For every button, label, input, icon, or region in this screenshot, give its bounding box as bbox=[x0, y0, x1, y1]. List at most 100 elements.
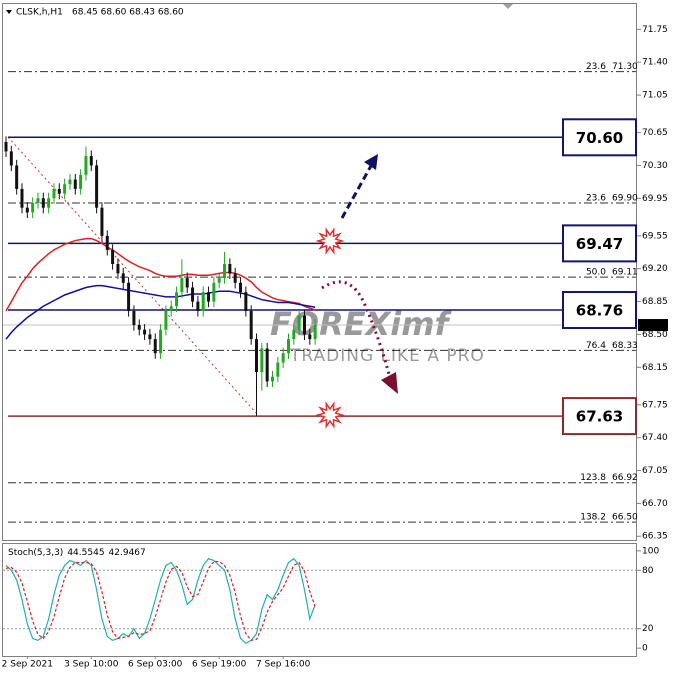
candle-body bbox=[239, 282, 243, 293]
y-tick-label: 67.05 bbox=[642, 466, 668, 476]
y-tick-label: 68.85 bbox=[642, 297, 668, 307]
candle-body bbox=[244, 292, 248, 311]
header-values: 68.45 68.60 68.43 68.60 bbox=[72, 8, 184, 18]
candle-body bbox=[73, 179, 77, 189]
candle-body bbox=[249, 310, 253, 340]
stoch-line bbox=[5, 557, 316, 645]
fib-ratio: 50.0 bbox=[586, 268, 606, 278]
current-price-label: 68.60 bbox=[641, 321, 667, 331]
y-tick-label: 70.65 bbox=[642, 128, 668, 138]
candle-body bbox=[9, 151, 13, 166]
candle-body bbox=[52, 188, 56, 199]
candle-body bbox=[308, 334, 312, 340]
stoch-header: Stoch(5,3,3) 44.5545 42.9467 bbox=[8, 548, 146, 558]
moving-average bbox=[5, 284, 316, 340]
candle-body bbox=[255, 339, 259, 372]
candle-body bbox=[100, 207, 104, 236]
candle-body bbox=[292, 329, 296, 340]
y-tick-label: 68.15 bbox=[642, 363, 668, 373]
level-label: 67.63 bbox=[576, 408, 623, 426]
candle-body bbox=[137, 325, 141, 330]
candle-body bbox=[31, 203, 35, 213]
fib-price: 66.50 bbox=[612, 513, 638, 523]
candle-body bbox=[116, 264, 120, 274]
y-tick-label: 71.05 bbox=[642, 91, 668, 101]
candle-body bbox=[68, 179, 72, 185]
candle-body bbox=[281, 353, 285, 363]
candle-body bbox=[212, 282, 216, 302]
candle-body bbox=[286, 339, 290, 354]
candle-body bbox=[169, 306, 173, 311]
moving-average bbox=[5, 237, 316, 312]
fib-ratio: 23.6 bbox=[586, 62, 606, 72]
level-box bbox=[562, 397, 637, 436]
down-arrow-head bbox=[381, 372, 398, 394]
burst-icon bbox=[315, 227, 345, 255]
candle-body bbox=[41, 198, 45, 208]
level-label: 69.47 bbox=[576, 235, 623, 253]
fib-price: 68.33 bbox=[612, 341, 638, 351]
fib-price: 71.30 bbox=[612, 62, 638, 72]
candle-body bbox=[180, 278, 184, 293]
y-tick-label: 66.70 bbox=[642, 499, 668, 509]
fib-price: 69.11 bbox=[612, 268, 638, 278]
fib-ratio: 138.2 bbox=[580, 513, 606, 523]
candle-body bbox=[191, 287, 195, 302]
candle-body bbox=[148, 334, 152, 340]
x-tick-label: 6 Sep 03:00 bbox=[128, 660, 183, 670]
candle-body bbox=[121, 273, 125, 283]
candle-body bbox=[297, 315, 301, 330]
candle-body bbox=[271, 376, 274, 382]
candle-body bbox=[4, 141, 8, 152]
y-tick-label: 100 bbox=[642, 546, 659, 556]
candle-body bbox=[47, 198, 51, 208]
candle-body bbox=[63, 184, 67, 194]
candle-body bbox=[276, 362, 280, 377]
candle-body bbox=[25, 207, 29, 213]
stoch-header-part: Stoch(5,3,3) bbox=[8, 548, 63, 558]
level-box bbox=[562, 118, 637, 157]
stoch-header-part: 42.9467 bbox=[109, 548, 146, 558]
fib-price: 69.90 bbox=[612, 194, 638, 204]
y-tick-label: 20 bbox=[642, 624, 654, 634]
candle-body bbox=[207, 292, 211, 302]
y-tick-label: 68.50 bbox=[642, 330, 668, 340]
x-tick-label: 6 Sep 19:00 bbox=[192, 660, 247, 670]
fib-price: 66.92 bbox=[612, 473, 638, 483]
y-tick-label: 0 bbox=[642, 644, 648, 654]
candle-body bbox=[36, 198, 40, 204]
y-tick-label: 66.35 bbox=[642, 532, 668, 542]
candle-body bbox=[153, 339, 157, 354]
stoch-header-part: 44.5545 bbox=[67, 548, 104, 558]
candle-body bbox=[196, 301, 200, 311]
y-tick-label: 67.40 bbox=[642, 433, 668, 443]
level-label: 68.76 bbox=[576, 302, 623, 320]
candle-body bbox=[15, 165, 19, 189]
candle-body bbox=[57, 188, 61, 194]
candle-body bbox=[127, 282, 131, 311]
fib-ratio: 23.6 bbox=[586, 194, 606, 204]
level-label: 70.60 bbox=[576, 129, 623, 147]
y-tick-label: 71.75 bbox=[642, 25, 668, 35]
candle-body bbox=[105, 235, 109, 250]
x-tick-label: 2 Sep 2021 bbox=[2, 660, 53, 670]
candle-body bbox=[159, 329, 163, 354]
main-pane bbox=[2, 3, 637, 541]
x-tick-label: 3 Sep 10:00 bbox=[64, 660, 119, 670]
candle-body bbox=[223, 264, 227, 279]
stoch-pane bbox=[2, 543, 637, 657]
header-marker bbox=[6, 10, 12, 14]
candle-body bbox=[132, 310, 136, 326]
candle-body bbox=[164, 310, 168, 330]
candle-body bbox=[260, 348, 264, 372]
candle-body bbox=[79, 174, 83, 189]
shift-marker bbox=[503, 4, 513, 9]
candle-body bbox=[201, 292, 205, 311]
down-arrow bbox=[321, 280, 392, 379]
y-tick-label: 80 bbox=[642, 566, 654, 576]
candle-body bbox=[20, 188, 24, 208]
x-tick-label: 7 Sep 16:00 bbox=[256, 660, 311, 670]
candle-body bbox=[302, 315, 306, 335]
